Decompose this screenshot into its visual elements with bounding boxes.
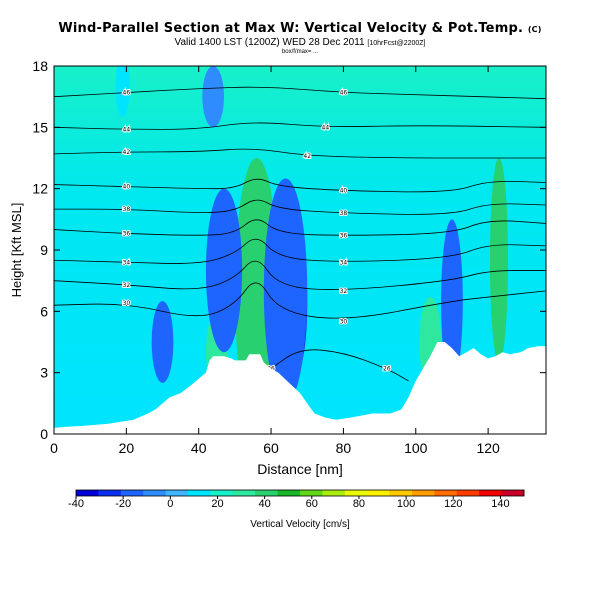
terrain-profile bbox=[54, 342, 546, 434]
theta-contour-label-44-1: 44 bbox=[322, 124, 330, 131]
y-tick-label-18: 18 bbox=[32, 58, 48, 74]
colorbar-swatch-9 bbox=[277, 490, 301, 496]
colorbar-swatch-2 bbox=[120, 490, 144, 496]
velocity-cell-8 bbox=[205, 188, 243, 353]
colorbar-tick-label-80: 80 bbox=[353, 498, 365, 510]
colorbar-tick-label-100: 100 bbox=[397, 498, 415, 510]
theta-contour-32 bbox=[54, 260, 546, 290]
colorbar-swatch-17 bbox=[456, 490, 480, 496]
theta-contour-42 bbox=[54, 148, 546, 159]
colorbar-tick-label-40: 40 bbox=[259, 498, 271, 510]
chart-title: Wind-Parallel Section at Max W: Vertical… bbox=[0, 21, 600, 36]
theta-contour-label-46-1: 46 bbox=[340, 90, 348, 97]
theta-contour-label-26-1: 26 bbox=[383, 366, 391, 373]
velocity-cell-11 bbox=[115, 66, 130, 118]
velocity-cell-3 bbox=[489, 158, 509, 363]
y-tick-label-6: 6 bbox=[40, 303, 48, 319]
colorbar-swatch-13 bbox=[367, 490, 391, 496]
theta-contours: 4646444442424040383836363434323230302626 bbox=[54, 86, 546, 382]
colorbar-swatch-12 bbox=[344, 490, 368, 496]
theta-contour-40 bbox=[54, 178, 546, 193]
theta-contour-36 bbox=[54, 219, 546, 236]
colorbar-tick-label-20: 20 bbox=[211, 498, 223, 510]
colorbar-tick-label--20: -20 bbox=[115, 498, 131, 510]
colorbar-swatch-7 bbox=[232, 490, 256, 496]
colorbar-swatch-18 bbox=[479, 490, 503, 496]
colorbar-swatch-6 bbox=[210, 490, 234, 496]
theta-contour-label-30-0: 30 bbox=[123, 300, 131, 307]
y-tick-label-15: 15 bbox=[32, 119, 48, 135]
velocity-cell-9 bbox=[151, 301, 174, 383]
theta-contour-label-30-1: 30 bbox=[340, 319, 348, 326]
chart-title-text: Wind-Parallel Section at Max W: Vertical… bbox=[58, 21, 524, 36]
colorbar-swatch-1 bbox=[98, 490, 122, 496]
chart-subsubtitle: box/f/max= ... bbox=[281, 49, 319, 55]
theta-contour-label-40-1: 40 bbox=[340, 188, 348, 195]
theta-contour-label-42-1: 42 bbox=[303, 153, 311, 160]
theta-contour-26 bbox=[270, 349, 409, 382]
colorbar-swatch-0 bbox=[76, 490, 99, 496]
theta-contour-label-32-0: 32 bbox=[123, 282, 131, 289]
theta-contour-30 bbox=[54, 282, 546, 319]
y-tick-label-3: 3 bbox=[40, 365, 48, 381]
x-tick-label-120: 120 bbox=[476, 440, 500, 456]
chart-subtitle-small: [10hrFcst@2200Z] bbox=[367, 40, 426, 47]
chart-subtitle-text: Valid 1400 LST (1200Z) WED 28 Dec 2011 bbox=[174, 37, 365, 48]
x-tick-label-80: 80 bbox=[336, 440, 352, 456]
colorbar-swatch-8 bbox=[255, 490, 279, 496]
x-tick-label-20: 20 bbox=[119, 440, 135, 456]
x-tick-label-60: 60 bbox=[263, 440, 279, 456]
chart-subtitle: Valid 1400 LST (1200Z) WED 28 Dec 2011 [… bbox=[0, 37, 600, 48]
colorbar-swatch-4 bbox=[165, 490, 189, 496]
colorbar-label: Vertical Velocity [cm/s] bbox=[250, 519, 350, 530]
theta-contour-label-46-0: 46 bbox=[123, 90, 131, 97]
theta-contour-label-44-0: 44 bbox=[123, 126, 131, 133]
theta-contour-label-40-0: 40 bbox=[123, 184, 131, 191]
colorbar-swatch-15 bbox=[412, 490, 435, 496]
colorbar-swatch-10 bbox=[300, 490, 323, 496]
theta-contour-label-34-1: 34 bbox=[340, 259, 348, 266]
theta-contour-label-32-1: 32 bbox=[340, 288, 348, 295]
y-tick-label-9: 9 bbox=[40, 242, 48, 258]
y-tick-label-0: 0 bbox=[40, 426, 48, 442]
x-tick-label-40: 40 bbox=[191, 440, 207, 456]
colorbar-frame bbox=[75, 489, 525, 497]
colorbar-swatch-19 bbox=[501, 490, 525, 496]
theta-contour-38 bbox=[54, 199, 546, 215]
colorbar-swatch-16 bbox=[434, 490, 458, 496]
colorbar: -40 -20 0 20 40 60 80 100 120 140 bbox=[68, 489, 525, 510]
y-axis-label: Height [Kft MSL] bbox=[9, 203, 24, 298]
theta-contour-46 bbox=[54, 86, 546, 100]
colorbar-tick-label-120: 120 bbox=[444, 498, 462, 510]
chart-title-mark: (C) bbox=[527, 25, 542, 34]
theta-contour-44 bbox=[54, 122, 546, 130]
velocity-cell-10 bbox=[441, 219, 463, 383]
colorbar-swatch-14 bbox=[389, 490, 413, 496]
velocity-cell-12 bbox=[202, 66, 225, 128]
colorbar-tick-label-0: 0 bbox=[167, 498, 173, 510]
y-tick-label-12: 12 bbox=[32, 181, 48, 197]
theta-contour-label-34-0: 34 bbox=[123, 259, 131, 266]
theta-contour-label-36-0: 36 bbox=[123, 231, 131, 238]
x-tick-label-0: 0 bbox=[50, 440, 58, 456]
colorbar-tick-label-60: 60 bbox=[306, 498, 318, 510]
x-tick-label-100: 100 bbox=[404, 440, 428, 456]
theta-contour-label-38-0: 38 bbox=[123, 206, 131, 213]
colorbar-swatch-5 bbox=[188, 490, 211, 496]
x-axis-label: Distance [nm] bbox=[257, 461, 343, 477]
colorbar-swatch-11 bbox=[322, 490, 346, 496]
terrain-layer bbox=[54, 342, 546, 434]
colorbar-swatch-3 bbox=[143, 490, 167, 496]
colorbar-tick-label--40: -40 bbox=[68, 498, 84, 510]
velocity-cell-7 bbox=[263, 178, 308, 404]
theta-contour-label-36-1: 36 bbox=[340, 233, 348, 240]
theta-contour-label-42-0: 42 bbox=[123, 149, 131, 156]
colorbar-tick-label-140: 140 bbox=[491, 498, 509, 510]
theta-contour-34 bbox=[54, 238, 546, 264]
theta-contour-label-38-1: 38 bbox=[340, 210, 348, 217]
